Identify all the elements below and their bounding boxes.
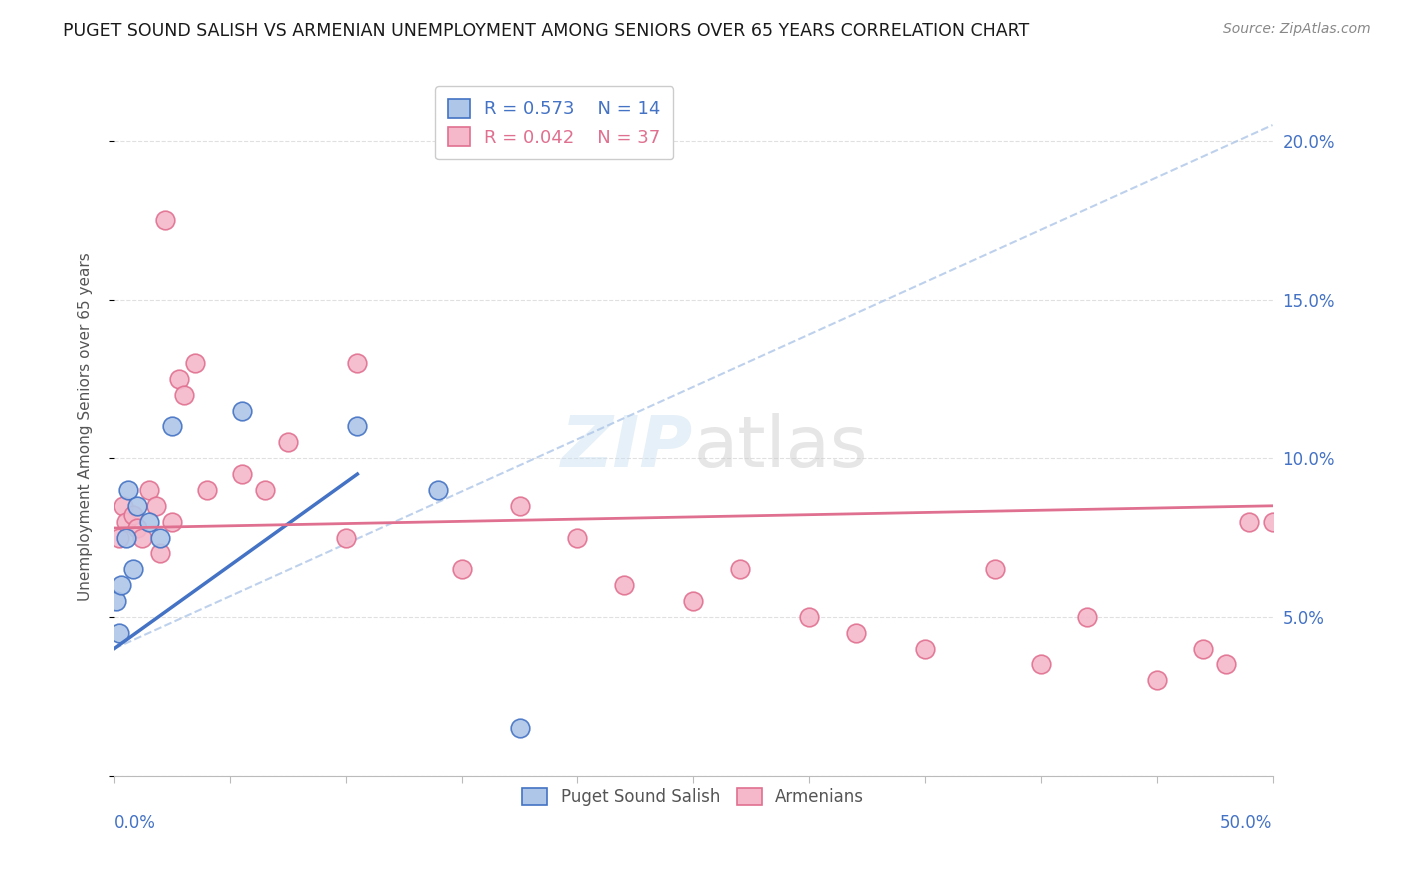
Point: [567, 531, 589, 545]
Point: [131, 531, 153, 545]
Point: [160, 419, 183, 434]
Point: [127, 499, 149, 513]
Point: [149, 546, 172, 560]
Point: [110, 578, 132, 592]
Point: [231, 403, 253, 417]
Text: Source: ZipAtlas.com: Source: ZipAtlas.com: [1223, 22, 1371, 37]
Point: [1215, 657, 1237, 672]
Point: [105, 594, 128, 608]
Point: [844, 625, 866, 640]
Point: [153, 213, 176, 227]
Point: [231, 467, 253, 481]
Point: [121, 508, 143, 523]
Point: [149, 531, 172, 545]
Point: [107, 625, 129, 640]
Point: [613, 578, 636, 592]
Point: [167, 372, 190, 386]
Text: 0.0%: 0.0%: [114, 814, 156, 832]
Y-axis label: Unemployment Among Seniors over 65 years: Unemployment Among Seniors over 65 years: [79, 252, 93, 601]
Point: [427, 483, 450, 497]
Point: [114, 515, 136, 529]
Text: atlas: atlas: [693, 413, 868, 482]
Point: [682, 594, 704, 608]
Point: [1239, 515, 1261, 529]
Point: [107, 531, 129, 545]
Point: [184, 356, 207, 370]
Point: [114, 531, 136, 545]
Point: [914, 641, 936, 656]
Point: [728, 562, 751, 576]
Point: [1076, 610, 1098, 624]
Text: PUGET SOUND SALISH VS ARMENIAN UNEMPLOYMENT AMONG SENIORS OVER 65 YEARS CORRELAT: PUGET SOUND SALISH VS ARMENIAN UNEMPLOYM…: [63, 22, 1029, 40]
Point: [195, 483, 218, 497]
Point: [145, 499, 167, 513]
Point: [1192, 641, 1215, 656]
Point: [138, 515, 160, 529]
Point: [121, 562, 143, 576]
Point: [509, 721, 531, 735]
Point: [1146, 673, 1168, 688]
Point: [983, 562, 1005, 576]
Point: [160, 515, 183, 529]
Point: [509, 499, 531, 513]
Text: ZIP: ZIP: [561, 413, 693, 482]
Point: [799, 610, 821, 624]
Point: [253, 483, 276, 497]
Point: [450, 562, 472, 576]
Point: [127, 521, 149, 535]
Point: [117, 483, 139, 497]
Text: 50.0%: 50.0%: [1220, 814, 1272, 832]
Point: [173, 388, 195, 402]
Point: [1029, 657, 1052, 672]
Point: [138, 483, 160, 497]
Point: [112, 499, 135, 513]
Point: [346, 356, 368, 370]
Point: [1261, 515, 1284, 529]
Point: [346, 419, 368, 434]
Legend: Puget Sound Salish, Armenians: Puget Sound Salish, Armenians: [516, 781, 870, 813]
Point: [277, 435, 299, 450]
Point: [335, 531, 357, 545]
